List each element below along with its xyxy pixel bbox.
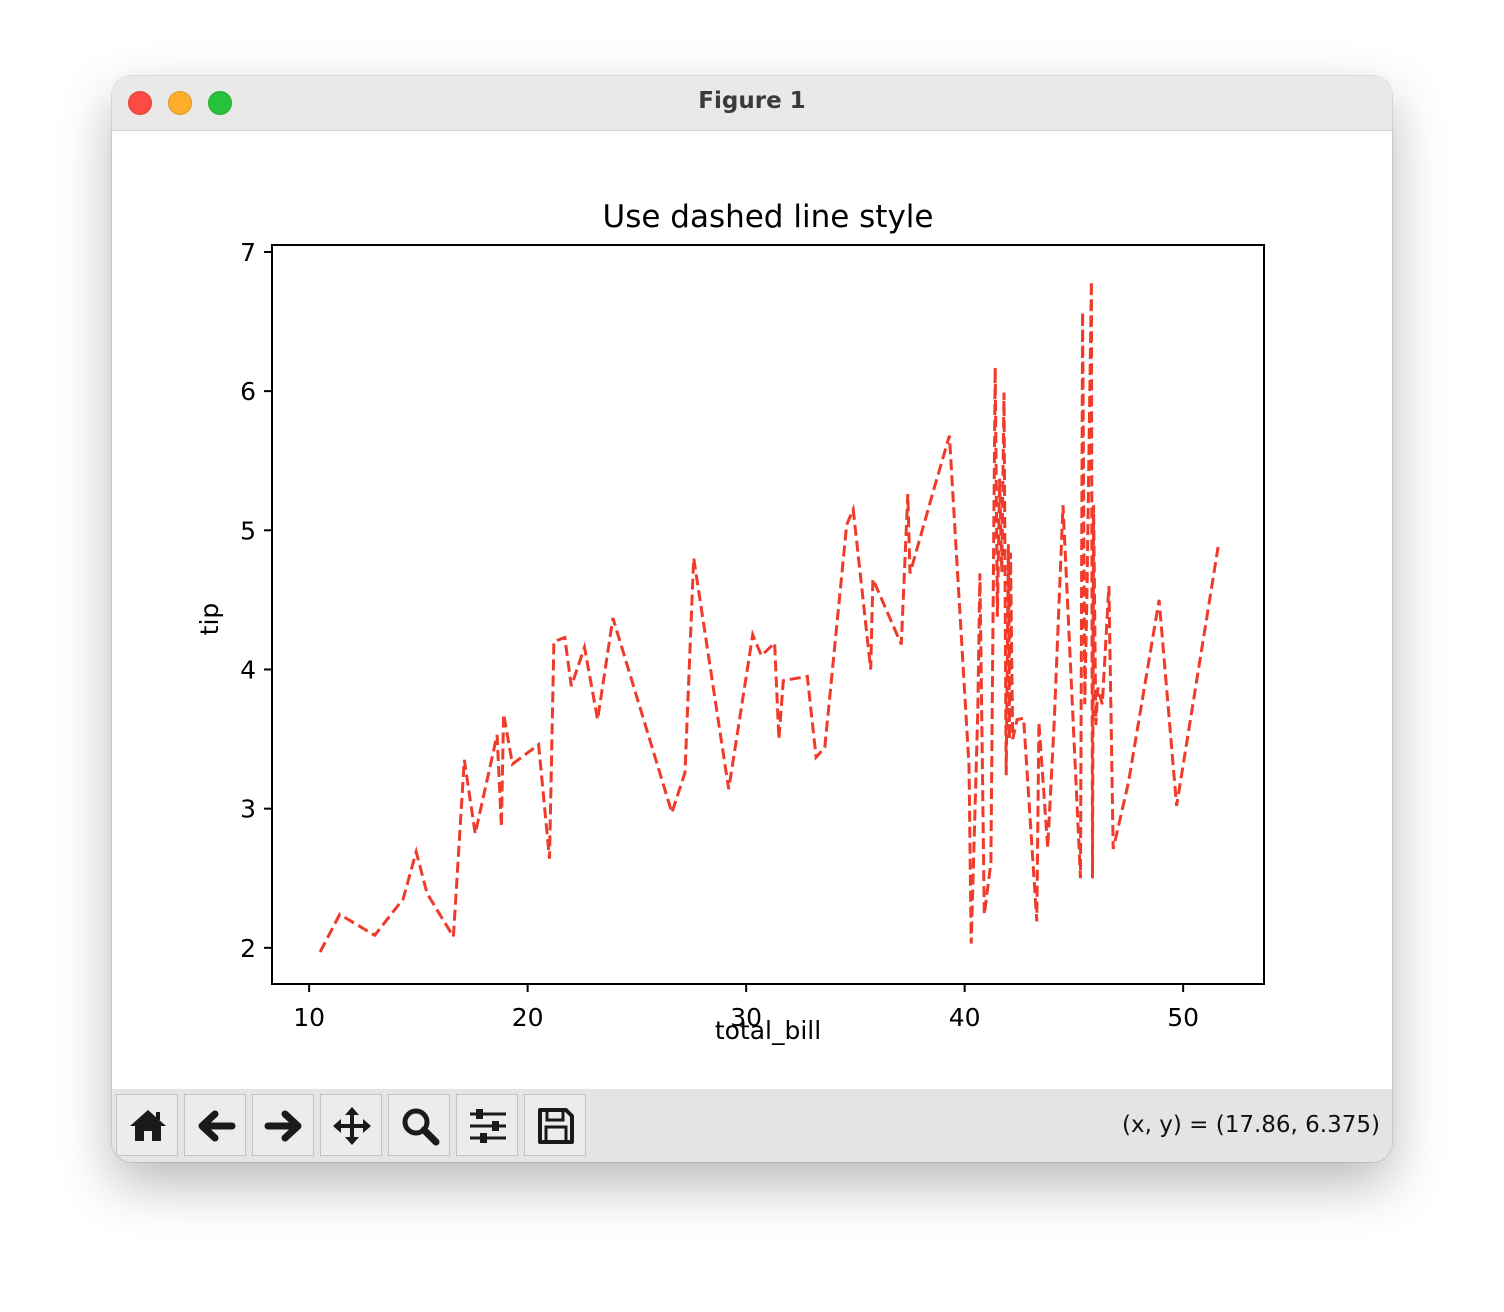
line-chart[interactable]: Use dashed line style total_bill tip 10 2… [112,131,1392,1089]
arrow-left-icon [198,1110,236,1142]
y-tick-label: 5 [240,516,256,545]
window-title: Figure 1 [698,88,806,114]
figure-canvas[interactable]: Use dashed line style total_bill tip 10 2… [112,131,1392,1089]
y-tick-label: 3 [240,795,256,824]
x-tick-label: 40 [949,1003,981,1032]
plot-frame [271,244,1265,985]
arrow-right-icon [264,1110,302,1142]
magnifier-icon [402,1108,440,1146]
axis-ticks: 10 20 30 40 50 2 3 4 5 6 7 [240,238,1199,1032]
y-tick-label: 7 [240,238,256,267]
series-line [318,281,1220,953]
x-tick-label: 10 [293,1003,325,1032]
save-button[interactable] [524,1094,586,1156]
home-button[interactable] [116,1094,178,1156]
back-button[interactable] [184,1094,246,1156]
forward-button[interactable] [252,1094,314,1156]
sliders-icon [470,1109,506,1143]
home-icon [130,1110,166,1141]
x-tick-label: 50 [1167,1003,1199,1032]
close-window-button[interactable] [128,91,152,115]
x-axis-label: total_bill [715,1016,821,1045]
y-tick-label: 4 [240,655,256,684]
title-bar[interactable]: Figure 1 [112,76,1392,131]
zoom-button[interactable] [388,1094,450,1156]
x-tick-label: 20 [512,1003,544,1032]
navigation-toolbar: (x, y) = (17.86, 6.375) [112,1089,1392,1162]
cursor-coordinates: (x, y) = (17.86, 6.375) [1122,1112,1380,1138]
zoom-window-button[interactable] [208,91,232,115]
x-tick-label: 30 [730,1003,762,1032]
y-axis-label: tip [195,603,224,636]
configure-subplots-button[interactable] [456,1094,518,1156]
floppy-disk-icon [538,1108,574,1144]
move-icon [333,1107,371,1145]
chart-title: Use dashed line style [603,199,934,235]
y-tick-label: 6 [240,377,256,406]
pan-button[interactable] [320,1094,382,1156]
y-tick-label: 2 [240,934,256,963]
series-layer [318,281,1220,953]
minimize-window-button[interactable] [168,91,192,115]
figure-window: Figure 1 Use dashed line style total_bil… [112,76,1392,1162]
